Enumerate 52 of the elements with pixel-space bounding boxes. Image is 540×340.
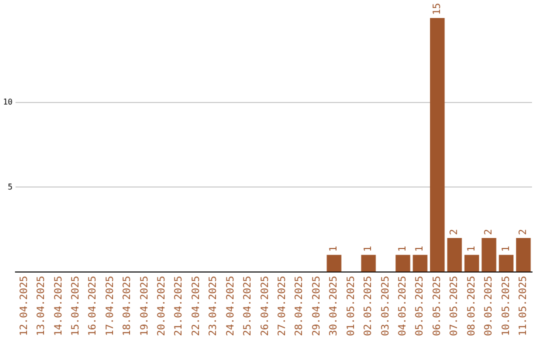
- bar: [482, 238, 496, 272]
- x-tick-label: 11.05.2025: [518, 276, 529, 336]
- bar: [412, 254, 428, 272]
- x-tick-label: 14.04.2025: [53, 276, 64, 336]
- data-label: 1: [500, 246, 512, 252]
- x-tick-label: 21.04.2025: [174, 276, 185, 336]
- bar: [516, 238, 531, 272]
- bar: [498, 254, 514, 272]
- x-tick-label: 16.04.2025: [88, 276, 99, 336]
- x-tick-label: 12.04.2025: [18, 276, 30, 336]
- x-tick-label: 02.05.2025: [363, 276, 374, 336]
- bar: [326, 254, 342, 272]
- data-label: 1: [328, 246, 340, 252]
- data-label: 1: [466, 246, 478, 252]
- x-tick-label: 10.05.2025: [500, 276, 512, 336]
- y-tick-label: 10: [2, 98, 13, 107]
- x-tick-label: 05.05.2025: [414, 276, 426, 336]
- x-tick-label: 30.04.2025: [328, 276, 340, 336]
- bar: [430, 18, 445, 272]
- data-label: 2: [518, 228, 529, 235]
- x-tick-label: 20.04.2025: [156, 276, 168, 336]
- x-tick-label: 19.04.2025: [139, 276, 150, 336]
- x-tick-label: 27.04.2025: [277, 276, 288, 336]
- x-tick-label: 25.04.2025: [242, 276, 254, 336]
- x-tick-label: 24.04.2025: [225, 276, 236, 336]
- x-tick-label: 15.04.2025: [70, 276, 82, 336]
- x-tick-label: 06.05.2025: [432, 276, 443, 336]
- x-tick-label: 13.04.2025: [36, 276, 48, 336]
- y-tick-label: 5: [8, 182, 13, 192]
- data-label: 1: [363, 246, 374, 252]
- data-label: 1: [414, 246, 426, 252]
- x-tick-label: 09.05.2025: [484, 276, 495, 336]
- x-tick-label: 26.04.2025: [260, 276, 271, 336]
- bar: [361, 254, 376, 272]
- x-tick-label: 04.05.2025: [398, 276, 408, 336]
- x-tick-label: 23.04.2025: [208, 276, 220, 336]
- bar: [447, 238, 462, 272]
- x-tick-label: 01.05.2025: [346, 276, 357, 336]
- data-label: 2: [449, 228, 460, 235]
- bar: [396, 254, 410, 272]
- bar: [464, 254, 480, 272]
- x-tick-label: 29.04.2025: [311, 276, 322, 336]
- x-tick-label: 08.05.2025: [466, 276, 478, 336]
- x-tick-label: 07.05.2025: [449, 276, 460, 336]
- data-label: 15: [432, 2, 443, 15]
- x-tick-label: 22.04.2025: [190, 276, 202, 336]
- x-tick-label: 28.04.2025: [294, 276, 306, 336]
- data-label: 1: [398, 246, 408, 252]
- x-tick-label: 18.04.2025: [122, 276, 134, 336]
- x-tick-label: 03.05.2025: [380, 276, 392, 336]
- data-label: 2: [484, 228, 495, 235]
- x-tick-label: 17.04.2025: [104, 276, 116, 336]
